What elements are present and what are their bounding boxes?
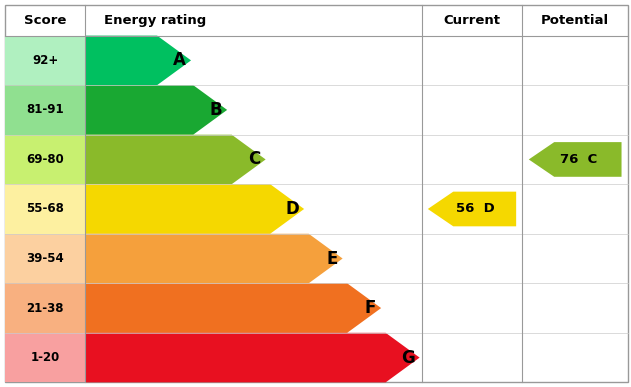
Bar — [5, 36, 85, 85]
Text: Energy rating: Energy rating — [104, 14, 206, 27]
Bar — [5, 234, 85, 283]
Text: 21-38: 21-38 — [27, 301, 64, 315]
Text: 39-54: 39-54 — [27, 252, 64, 265]
Text: B: B — [209, 101, 222, 119]
Text: 1-20: 1-20 — [30, 351, 60, 364]
Text: 55-68: 55-68 — [26, 202, 64, 216]
Bar — [5, 184, 85, 234]
Text: 92+: 92+ — [32, 54, 58, 67]
Polygon shape — [85, 184, 304, 234]
Text: A: A — [173, 51, 186, 69]
Bar — [5, 85, 85, 135]
Text: Current: Current — [444, 14, 500, 27]
Text: 76  C: 76 C — [560, 153, 598, 166]
Text: Score: Score — [24, 14, 66, 27]
Text: 81-91: 81-91 — [27, 103, 64, 116]
Polygon shape — [85, 333, 420, 382]
Polygon shape — [85, 36, 191, 85]
Text: E: E — [326, 250, 338, 267]
Bar — [5, 135, 85, 184]
Text: C: C — [248, 151, 261, 168]
Text: D: D — [285, 200, 299, 218]
Text: G: G — [401, 349, 415, 366]
Polygon shape — [85, 135, 266, 184]
Text: 69-80: 69-80 — [27, 153, 64, 166]
Polygon shape — [428, 192, 516, 226]
Bar — [5, 333, 85, 382]
Bar — [5, 283, 85, 333]
Text: 56  D: 56 D — [456, 202, 495, 216]
Polygon shape — [85, 85, 227, 135]
Polygon shape — [85, 283, 381, 333]
Text: F: F — [365, 299, 376, 317]
Polygon shape — [85, 234, 343, 283]
Text: Potential: Potential — [541, 14, 609, 27]
Polygon shape — [529, 142, 622, 177]
